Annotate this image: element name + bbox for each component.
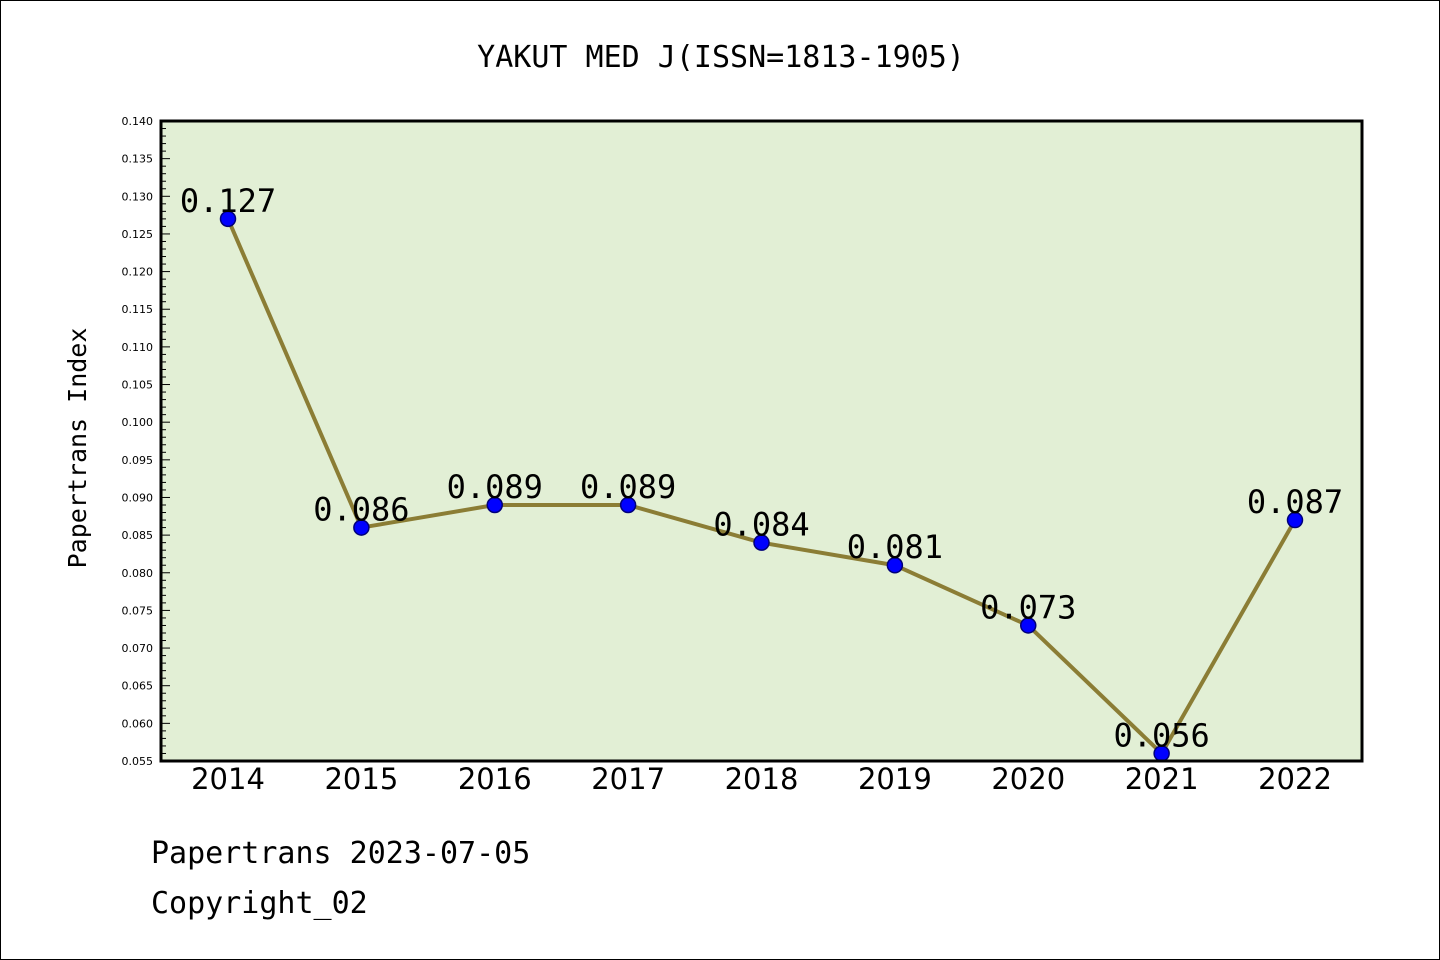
- y-tick-label: 0.090: [122, 491, 154, 504]
- y-tick-label: 0.065: [122, 680, 154, 693]
- footer-copyright: Copyright_02: [151, 886, 368, 921]
- x-tick-label: 2018: [725, 762, 799, 796]
- data-label: 0.084: [713, 506, 809, 544]
- data-point: [619, 496, 637, 514]
- y-tick-label: 0.095: [122, 454, 154, 467]
- data-points: [219, 210, 1304, 762]
- data-point: [1286, 511, 1304, 529]
- data-point: [1020, 617, 1037, 634]
- y-axis-label: Papertrans Index: [63, 328, 92, 569]
- data-point: [219, 210, 237, 228]
- y-tick-label: 0.110: [122, 341, 154, 354]
- data-label: 0.127: [180, 182, 276, 220]
- data-label: 0.081: [847, 528, 943, 566]
- data-label: 0.089: [580, 468, 676, 506]
- data-point: [886, 556, 904, 574]
- plot-area: [161, 121, 1362, 761]
- x-tick-label: 2016: [458, 762, 532, 796]
- x-tick-label: 2015: [324, 762, 398, 796]
- y-tick-label: 0.105: [122, 379, 154, 392]
- data-point: [753, 534, 770, 551]
- x-tick-label: 2019: [858, 762, 932, 796]
- x-tick-label: 2021: [1125, 762, 1199, 796]
- y-tick-label: 0.120: [122, 266, 154, 279]
- y-tick-label: 0.070: [122, 642, 154, 655]
- data-labels: 0.127 0.086 0.089 0.089 0.084 0.081 0.073 0.056…: [180, 182, 1343, 755]
- footer-date: Papertrans 2023-07-05: [151, 836, 531, 871]
- data-label: 0.086: [313, 491, 409, 529]
- x-tick-label: 2014: [191, 762, 265, 796]
- y-tick-label: 0.135: [122, 153, 154, 166]
- data-label: 0.073: [980, 588, 1076, 626]
- y-tick-label: 0.060: [122, 717, 154, 730]
- y-tick-label: 0.130: [122, 190, 154, 203]
- y-tick-label: 0.085: [122, 529, 154, 542]
- y-tick-label: 0.100: [122, 416, 154, 429]
- x-tick-label: 2022: [1258, 762, 1332, 796]
- data-label: 0.089: [447, 468, 543, 506]
- x-tick-label: 2020: [991, 762, 1065, 796]
- data-label: 0.056: [1113, 716, 1209, 754]
- y-tick-label: 0.080: [122, 567, 154, 580]
- y-tick-label: 0.075: [122, 604, 154, 617]
- x-tick-labels: 2014 2015 2016 2017 2018 2019 2020 2021 2022: [191, 762, 1332, 796]
- chart-title: YAKUT MED J(ISSN=1813-1905): [477, 40, 965, 75]
- y-tick-label: 0.115: [122, 303, 154, 316]
- x-tick-label: 2017: [591, 762, 665, 796]
- y-tick-label: 0.125: [122, 228, 154, 241]
- y-tick-label: 0.140: [122, 115, 154, 128]
- data-label: 0.087: [1247, 483, 1343, 521]
- y-tick-labels: 0.055 0.060 0.065 0.070 0.075 0.080 0.085 0.090…: [122, 115, 154, 768]
- data-point: [486, 496, 503, 514]
- data-point: [353, 519, 370, 536]
- plot-border: [159, 119, 1364, 763]
- y-tick-label: 0.055: [122, 755, 154, 768]
